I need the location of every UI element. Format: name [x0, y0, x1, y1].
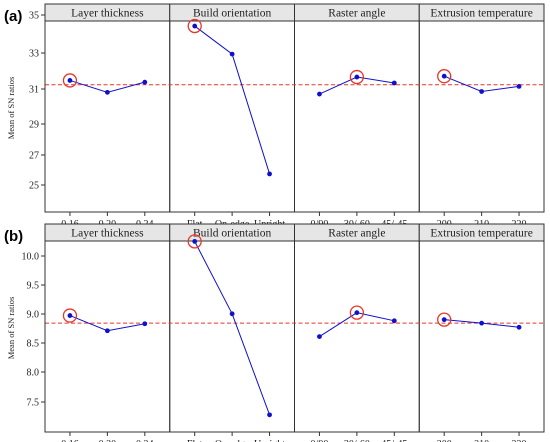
x-tick-label: 0.24: [136, 439, 154, 442]
optimal-level-circle: [187, 234, 202, 249]
factor-plot-frame: [169, 240, 295, 433]
y-tick-label: 7.5: [27, 398, 40, 409]
x-tick-label: 210: [474, 439, 489, 442]
data-point: [229, 311, 235, 317]
optimal-level-circle: [437, 312, 452, 327]
x-tick-label: Flat: [187, 439, 203, 442]
optimal-level-circle: [349, 69, 365, 85]
factor-plot-frame: [294, 20, 420, 213]
x-tick-label: 0.20: [99, 439, 117, 442]
data-point: [516, 324, 522, 330]
data-point: [67, 78, 73, 83]
y-tick-label: 25: [29, 181, 39, 192]
data-point: [104, 89, 110, 95]
x-tick-label: 220: [512, 439, 527, 442]
y-tick-label: 27: [29, 151, 39, 162]
data-point: [67, 313, 73, 318]
data-point: [267, 412, 272, 418]
x-tick-label: 30/-60: [344, 439, 370, 442]
data-point: [479, 89, 485, 94]
data-point: [229, 51, 235, 57]
data-point: [104, 328, 110, 334]
data-point: [317, 91, 322, 97]
y-tick-label: 9.0: [27, 310, 40, 321]
x-tick-label: On-edge: [215, 439, 250, 442]
series-line: [194, 241, 271, 416]
data-point: [317, 334, 322, 339]
data-point: [142, 321, 148, 327]
data-point: [354, 74, 360, 80]
data-point: [142, 79, 148, 85]
y-tick-label: 9.5: [27, 281, 40, 292]
y-tick-label: 29: [29, 120, 39, 131]
y-axis-label: Mean of SN ratios: [6, 77, 16, 140]
factor-header-label: Build orientation: [193, 8, 272, 20]
data-point: [192, 239, 198, 244]
data-point: [516, 84, 522, 89]
x-tick-label: 0/90: [311, 439, 329, 442]
optimal-level-circle: [62, 73, 78, 88]
y-tick-label: 8.5: [27, 339, 40, 350]
optimal-level-circle: [437, 69, 452, 84]
data-point: [441, 73, 447, 79]
data-point: [267, 171, 272, 177]
factor-plot-frame: [418, 240, 545, 433]
x-tick-label: 200: [437, 439, 452, 442]
y-tick-label: 31: [29, 85, 39, 96]
y-tick-label: 33: [29, 49, 39, 60]
factor-header-label: Layer thickness: [71, 228, 144, 240]
data-point: [354, 310, 360, 316]
data-point: [441, 317, 447, 323]
panel-label: (b): [4, 228, 23, 245]
factor-header-label: Raster angle: [328, 228, 385, 240]
data-point: [391, 318, 397, 324]
x-tick-label: Upright: [254, 439, 285, 442]
data-point: [192, 23, 198, 29]
optimal-level-circle: [62, 308, 78, 323]
factor-plot-frame: [294, 240, 420, 433]
x-tick-label: 0.16: [61, 439, 79, 442]
factor-header-label: Raster angle: [328, 8, 385, 20]
factor-plot-frame: [169, 20, 295, 213]
factor-header-label: Layer thickness: [71, 8, 144, 20]
y-tick-label: 8.0: [27, 368, 40, 379]
factor-plot-frame: [44, 20, 171, 213]
series-line: [194, 25, 271, 175]
factor-plot-frame: [418, 20, 545, 213]
y-tick-label: 10.0: [22, 252, 40, 263]
data-point: [479, 320, 485, 326]
factor-header-label: Extrusion temperature: [430, 228, 533, 240]
optimal-level-circle: [187, 18, 202, 34]
y-axis-label: Mean of SN ratios: [6, 297, 16, 360]
factor-plot-frame: [44, 240, 171, 433]
factor-header-label: Build orientation: [193, 228, 272, 240]
optimal-level-circle: [349, 305, 365, 320]
factor-header-label: Extrusion temperature: [430, 8, 533, 20]
panel-label: (a): [4, 8, 22, 25]
series-line: [319, 312, 395, 338]
series-line: [319, 76, 395, 95]
data-point: [391, 80, 397, 86]
x-tick-label: 45/-45: [381, 439, 407, 442]
y-tick-label: 35: [29, 11, 39, 22]
